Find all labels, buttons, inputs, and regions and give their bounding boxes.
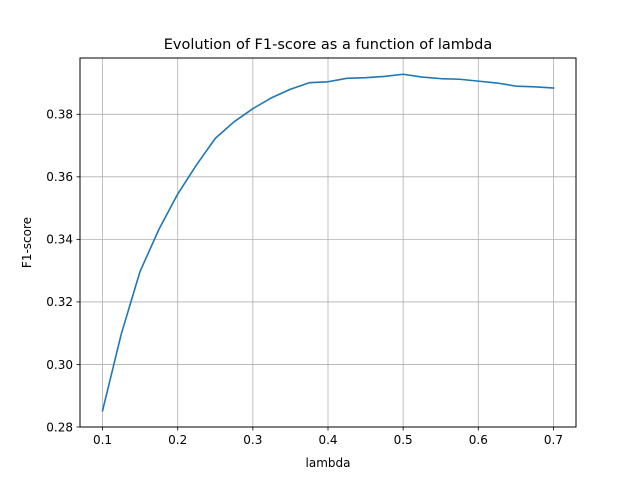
y-tick-label: 0.34 (46, 233, 73, 247)
series-line (101, 73, 555, 412)
x-tick-label: 0.1 (93, 433, 112, 447)
x-tick-label: 0.5 (394, 433, 413, 447)
series-layer (101, 73, 555, 412)
x-tick-label: 0.3 (243, 433, 262, 447)
x-axis-label: lambda (306, 456, 351, 470)
grid (80, 58, 576, 428)
ticks: 0.1 0.2 0.3 0.4 0.5 0.6 0.7 0.28 0.30 0.32 0.34 0.3… (46, 108, 563, 447)
y-axis-label: F1-score (20, 217, 34, 268)
y-tick-label: 0.36 (46, 170, 73, 184)
x-tick-label: 0.6 (469, 433, 488, 447)
x-tick-label: 0.4 (318, 433, 337, 447)
chart-title: Evolution of F1-score as a function of l… (164, 37, 492, 53)
x-tick-label: 0.7 (544, 433, 563, 447)
x-tick-label: 0.2 (168, 433, 187, 447)
y-tick-label: 0.32 (46, 295, 73, 309)
y-tick-label: 0.38 (46, 108, 73, 122)
y-tick-label: 0.28 (46, 420, 73, 434)
y-tick-label: 0.30 (46, 358, 73, 372)
